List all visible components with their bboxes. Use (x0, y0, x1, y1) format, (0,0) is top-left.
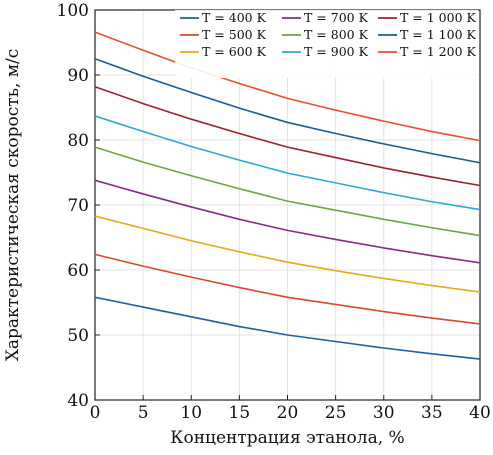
x-tick-label: 25 (325, 403, 347, 423)
y-tick-label: 40 (67, 391, 89, 411)
x-tick-label: 5 (138, 403, 149, 423)
series-line-1 (94, 253, 481, 325)
legend-background (175, 10, 478, 78)
x-axis-ticks: 0 5 10 15 20 25 30 35 40 (90, 395, 491, 423)
legend-entry-label: T = 800 K (304, 27, 369, 42)
y-tick-label: 90 (67, 66, 89, 86)
legend-entry-label: T = 900 K (304, 44, 369, 59)
x-tick-label: 30 (373, 403, 395, 423)
x-tick-label: 40 (469, 403, 491, 423)
x-axis-label: Концентрация этанола, % (170, 428, 404, 448)
series-line-5 (94, 115, 481, 211)
y-tick-label: 70 (67, 196, 89, 216)
x-tick-label: 10 (180, 403, 202, 423)
x-tick-label: 20 (277, 403, 299, 423)
series-line-4 (94, 146, 481, 237)
y-tick-label: 100 (57, 1, 89, 21)
y-tick-label: 60 (67, 261, 89, 281)
series-line-7 (94, 57, 481, 164)
series-line-6 (94, 85, 481, 187)
y-tick-label: 50 (67, 326, 89, 346)
series-line-3 (94, 179, 481, 264)
legend-entry-label: T = 1 000 K (400, 10, 477, 25)
legend-entry-label: T = 1 200 K (400, 44, 477, 59)
x-tick-label: 35 (421, 403, 443, 423)
series-line-0 (94, 296, 481, 360)
x-tick-label: 0 (90, 403, 101, 423)
series-lines (94, 31, 481, 360)
series-line-8 (94, 31, 481, 142)
series-line-2 (94, 215, 481, 293)
legend: T = 400 K T = 500 K T = 600 K T = 700 K T = … (175, 10, 478, 78)
y-axis-ticks: 40 50 60 70 80 90 100 (57, 1, 100, 411)
x-tick-label: 15 (229, 403, 251, 423)
legend-entry-label: T = 400 K (202, 10, 267, 25)
legend-entry-label: T = 500 K (202, 27, 267, 42)
y-tick-label: 80 (67, 131, 89, 151)
legend-entry-label: T = 700 K (304, 10, 369, 25)
legend-entry-label: T = 600 K (202, 44, 267, 59)
y-axis-label: Характеристическая скорость, м/с (3, 49, 23, 361)
legend-entry-label: T = 1 100 K (400, 27, 477, 42)
